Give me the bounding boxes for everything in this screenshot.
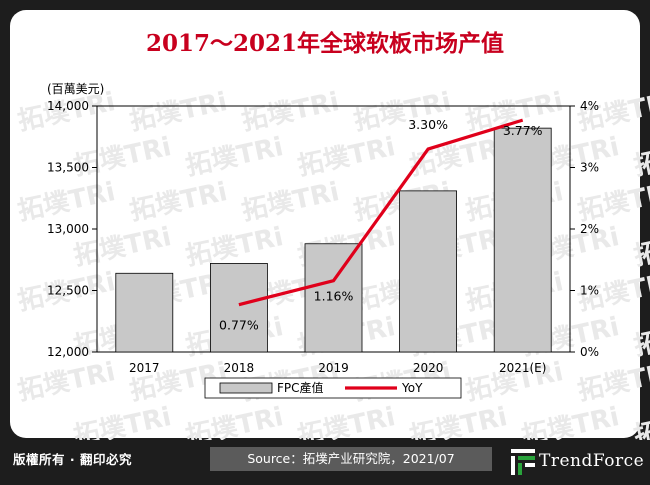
y2-tick-label: 2% (580, 222, 599, 236)
x-tick-label: 2019 (318, 361, 349, 375)
watermark-mark: 拓墣TRi (575, 357, 650, 407)
watermark-mark: 拓墣TRi (519, 402, 622, 440)
watermark-mark: 拓墣TRi (127, 177, 230, 227)
watermark-mark: 拓墣TRi (71, 402, 174, 440)
y-axis-title: (百萬美元) (47, 82, 104, 96)
x-tick-label: 2021(E) (499, 361, 546, 375)
y-tick-label: 12,000 (47, 345, 89, 359)
watermark-mark: 拓墣TRi (127, 87, 230, 137)
chart-title: 2017～2021年全球软板市场产值 (145, 30, 505, 57)
y2-tick-label: 4% (580, 99, 599, 113)
watermark-mark: 拓墣TRi (631, 312, 650, 362)
bar (115, 272, 174, 353)
watermark-mark: 拓墣TRi (15, 177, 118, 227)
yoy-data-label: 3.77% (503, 123, 543, 138)
watermark-mark: 拓墣TRi (239, 87, 342, 137)
footer: 版權所有 · 翻印必究 Source：拓墣产业研究院，2021/07 Trend… (0, 438, 650, 485)
y2-tick-label: 0% (580, 345, 599, 359)
source-note: Source：拓墣产业研究院，2021/07 (210, 447, 492, 471)
watermark-mark: 拓墣TRi (407, 402, 510, 440)
y-tick-label: 12,500 (47, 284, 89, 298)
copyright-notice: 版權所有 · 翻印必究 (13, 452, 132, 467)
yoy-data-label: 1.16% (314, 289, 354, 304)
x-tick-label: 2018 (224, 361, 255, 375)
watermark-mark: 拓墣TRi (295, 402, 398, 440)
bar (209, 263, 268, 353)
yoy-line (238, 118, 524, 307)
watermark-mark: 拓墣TRi (631, 402, 650, 440)
trendforce-logo: TrendForce (505, 440, 645, 482)
y-tick-label: 13,000 (47, 222, 89, 236)
bar (493, 127, 552, 353)
watermark-mark: 拓墣TRi (575, 177, 650, 227)
watermark-mark: 拓墣TRi (183, 132, 286, 182)
watermark-mark: 拓墣TRi (631, 222, 650, 272)
trendforce-logo-icon (511, 449, 535, 475)
legend-bar-label: FPC產值 (277, 380, 324, 395)
watermark-mark: 拓墣TRi (183, 402, 286, 440)
bar (399, 190, 458, 353)
y2-tick-label: 3% (580, 161, 599, 175)
y-tick-label: 14,000 (47, 99, 89, 113)
y2-tick-label: 1% (580, 284, 599, 298)
yoy-data-label: 3.30% (408, 117, 448, 132)
watermark-mark: 拓墣TRi (295, 132, 398, 182)
trendforce-logo-text: TrendForce (539, 451, 645, 471)
watermark-mark: 拓墣TRi (631, 132, 650, 182)
legend-bar-swatch (219, 382, 273, 394)
yoy-data-label: 0.77% (219, 318, 259, 333)
x-tick-label: 2017 (129, 361, 160, 375)
y-tick-label: 13,500 (47, 161, 89, 175)
watermark-mark: 拓墣TRi (239, 177, 342, 227)
watermark-mark: 拓墣TRi (15, 357, 118, 407)
x-tick-label: 2020 (413, 361, 444, 375)
bar (304, 243, 363, 353)
legend-line-label: YoY (401, 381, 423, 395)
